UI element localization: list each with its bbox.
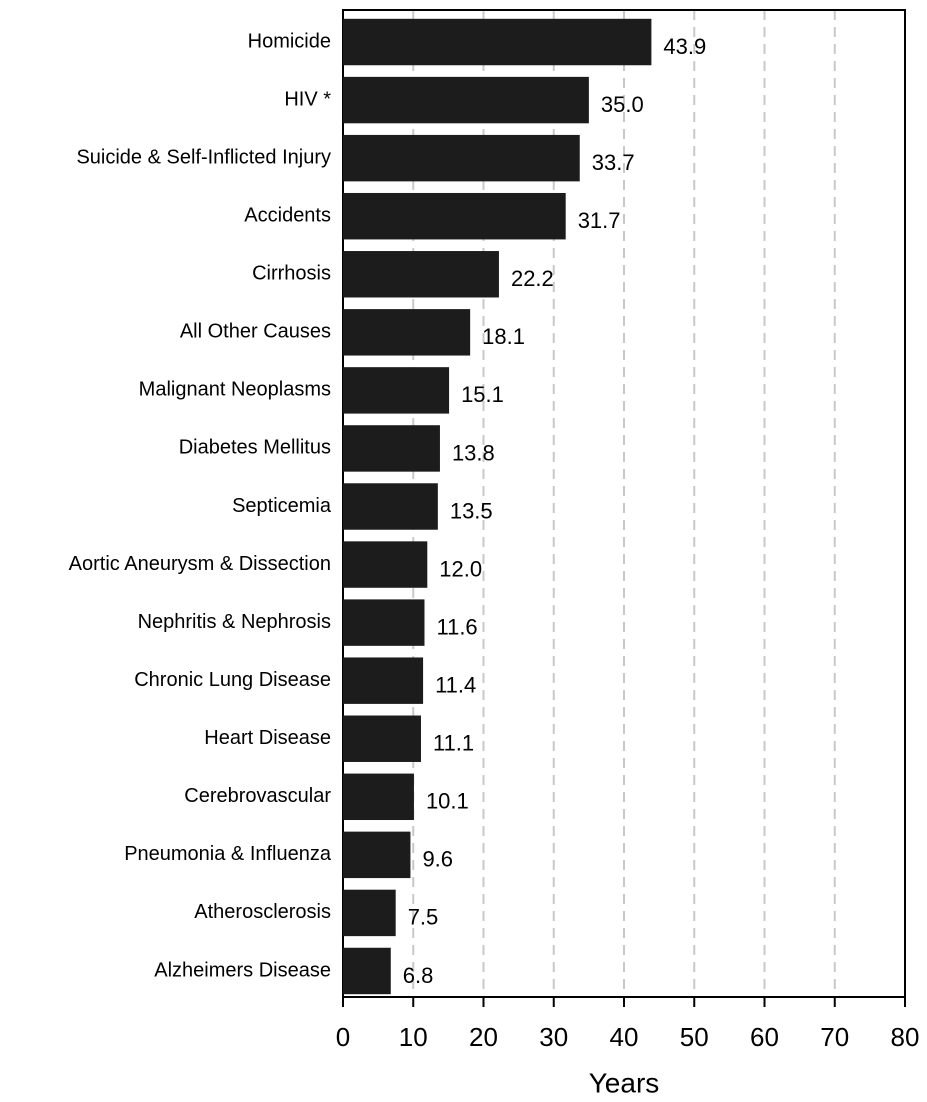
bar xyxy=(343,541,428,588)
y-tick-label: Pneumonia & Influenza xyxy=(124,843,332,865)
bar xyxy=(343,773,414,821)
bar xyxy=(343,192,566,240)
y-tick-label: Accidents xyxy=(244,204,331,226)
bar xyxy=(343,251,499,298)
bar xyxy=(343,831,411,879)
value-label: 10.1 xyxy=(426,789,469,814)
value-label: 11.1 xyxy=(433,731,474,756)
value-label: 18.1 xyxy=(482,324,525,349)
value-label: 9.6 xyxy=(422,847,453,872)
x-tick-label: 80 xyxy=(891,1022,920,1052)
value-label: 12.0 xyxy=(439,556,482,581)
bar xyxy=(343,425,440,472)
y-tick-label: Nephritis & Nephrosis xyxy=(138,611,331,633)
value-label: 22.2 xyxy=(511,266,554,291)
bar xyxy=(343,76,589,124)
bar xyxy=(343,657,424,704)
y-tick-label: Suicide & Self-Inflicted Injury xyxy=(76,146,331,168)
y-tick-label: HIV * xyxy=(284,88,331,110)
y-tick-label: Septicemia xyxy=(232,495,332,517)
y-tick-label: All Other Causes xyxy=(180,321,331,343)
y-tick-label: Malignant Neoplasms xyxy=(139,379,331,401)
value-label: 6.8 xyxy=(403,963,434,988)
bar xyxy=(343,309,471,356)
y-tick-label: Aortic Aneurysm & Dissection xyxy=(69,553,331,575)
bar xyxy=(343,715,421,762)
bar xyxy=(343,599,425,646)
y-tick-label: Atherosclerosis xyxy=(194,901,331,923)
bar xyxy=(343,889,396,937)
x-tick-label: 70 xyxy=(820,1022,849,1052)
value-label: 43.9 xyxy=(663,34,706,59)
x-tick-label: 10 xyxy=(399,1022,428,1052)
value-label: 7.5 xyxy=(408,905,439,930)
value-label: 13.5 xyxy=(450,498,493,523)
value-label: 15.1 xyxy=(461,382,504,407)
bar xyxy=(343,367,450,414)
value-label: 31.7 xyxy=(578,208,621,233)
y-tick-label: Cirrhosis xyxy=(252,263,331,285)
y-tick-label: Heart Disease xyxy=(204,727,331,749)
x-tick-label: 50 xyxy=(680,1022,709,1052)
x-axis-label: Years xyxy=(589,1067,660,1098)
x-tick-label: 30 xyxy=(539,1022,568,1052)
value-label: 33.7 xyxy=(592,150,635,175)
x-tick-label: 0 xyxy=(336,1022,350,1052)
y-tick-label: Cerebrovascular xyxy=(184,785,331,807)
y-tick-label: Homicide xyxy=(248,30,331,52)
y-tick-label: Alzheimers Disease xyxy=(154,959,331,981)
x-tick-label: 40 xyxy=(610,1022,639,1052)
y-tick-label: Chronic Lung Disease xyxy=(134,669,331,691)
x-tick-label: 20 xyxy=(469,1022,498,1052)
y-tick-label: Diabetes Mellitus xyxy=(179,437,331,459)
value-label: 11.6 xyxy=(436,614,477,639)
bar xyxy=(343,18,652,66)
value-label: 13.8 xyxy=(452,440,495,465)
bar xyxy=(343,483,438,530)
bar xyxy=(343,134,580,182)
value-label: 11.4 xyxy=(435,672,476,697)
value-label: 35.0 xyxy=(601,92,644,117)
x-tick-label: 60 xyxy=(750,1022,779,1052)
bar xyxy=(343,947,391,995)
